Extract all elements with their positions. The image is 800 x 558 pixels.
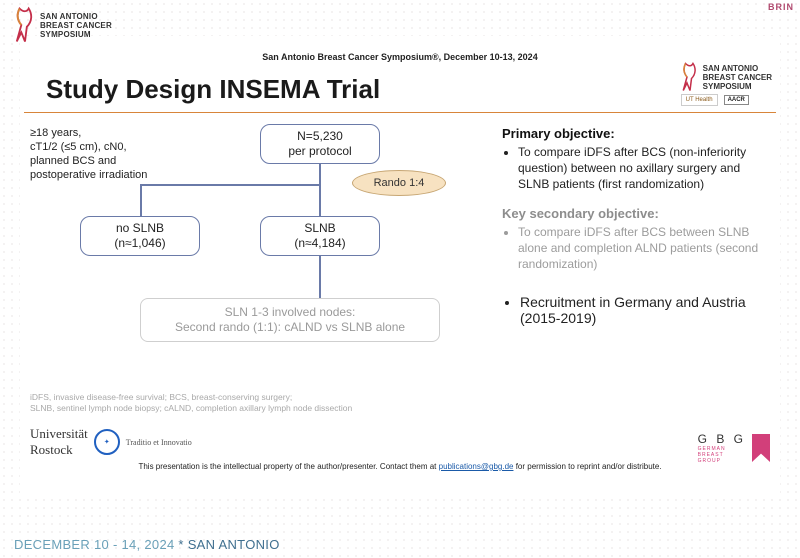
logo-line: SYMPOSIUM xyxy=(40,30,112,39)
flow-edge xyxy=(319,256,321,298)
flow-node-no-slnb: no SLNB (n≈1,046) xyxy=(80,216,200,256)
abbreviations: iDFS, invasive disease-free survival; BC… xyxy=(30,392,460,414)
university-name: Universität Rostock xyxy=(30,426,88,458)
logo-line: BREAST CANCER xyxy=(40,21,112,30)
logo-line: SYMPOSIUM xyxy=(703,82,772,91)
sponsor-badge-uthealth: UT Health xyxy=(681,94,718,106)
secondary-objective-item: To compare iDFS after BCS between SLNB a… xyxy=(518,224,772,272)
recruitment-block: Recruitment in Germany and Austria (2015… xyxy=(502,294,772,326)
inclusion-criteria: ≥18 years, cT1/2 (≤5 cm), cN0, planned B… xyxy=(30,126,160,182)
sponsor-logos: SAN ANTONIO BREAST CANCER SYMPOSIUM UT H… xyxy=(681,62,772,106)
event-logo-top-left: SAN ANTONIO BREAST CANCER SYMPOSIUM xyxy=(14,6,112,44)
slide-title: Study Design INSEMA Trial xyxy=(46,74,380,105)
objectives-panel: Primary objective: To compare iDFS after… xyxy=(502,126,772,340)
node-label: SLN 1-3 involved nodes: Second rando (1:… xyxy=(175,305,405,335)
flow-node-enrollment: N=5,230 per protocol xyxy=(260,124,380,164)
footer: DECEMBER 10 - 14, 2024 * SAN ANTONIO xyxy=(14,537,280,552)
university-logo: Universität Rostock ✦ Traditio et Innova… xyxy=(30,426,192,458)
logo-line: SAN ANTONIO xyxy=(40,12,112,21)
footer-city: SAN ANTONIO xyxy=(188,537,280,552)
event-logo-text: SAN ANTONIO BREAST CANCER SYMPOSIUM xyxy=(40,12,112,39)
disclaimer: This presentation is the intellectual pr… xyxy=(0,462,800,471)
divider xyxy=(24,112,776,113)
flow-node-second-rando: SLN 1-3 involved nodes: Second rando (1:… xyxy=(140,298,440,342)
sponsor-badge-aacr: AACR xyxy=(724,95,749,105)
ribbon-icon xyxy=(681,62,699,92)
footer-sep: * xyxy=(175,537,188,552)
node-label: SLNB (n≈4,184) xyxy=(294,221,345,251)
gbg-logo: G B G GERMAN BREAST GROUP xyxy=(698,432,770,464)
node-label: no SLNB (n≈1,046) xyxy=(114,221,165,251)
ribbon-icon xyxy=(14,6,36,44)
flow-edge xyxy=(140,184,142,216)
gbg-mark-icon xyxy=(752,434,770,462)
logo-line: BREAST CANCER xyxy=(703,73,772,82)
gbg-letters: G B G xyxy=(698,432,746,446)
primary-objective-header: Primary objective: xyxy=(502,126,772,142)
footer-dates: DECEMBER 10 - 14, 2024 xyxy=(14,537,175,552)
flow-edge xyxy=(319,164,321,184)
header-event-title: San Antonio Breast Cancer Symposium®, De… xyxy=(0,52,800,62)
node-label: N=5,230 per protocol xyxy=(288,129,351,159)
study-flowchart: N=5,230 per protocol Rando 1:4 no SLNB (… xyxy=(160,124,480,374)
flow-edge xyxy=(140,184,321,186)
primary-objective-item: To compare iDFS after BCS (non-inferiori… xyxy=(518,144,772,192)
disclaimer-post: for permission to reprint and/or distrib… xyxy=(513,462,661,471)
flow-rando-badge: Rando 1:4 xyxy=(352,170,446,196)
flow-node-slnb: SLNB (n≈4,184) xyxy=(260,216,380,256)
watermark: BRIN xyxy=(768,2,794,12)
disclaimer-pre: This presentation is the intellectual pr… xyxy=(138,462,438,471)
seal-icon: ✦ xyxy=(94,429,120,455)
secondary-objective-block: Key secondary objective: To compare iDFS… xyxy=(502,206,772,272)
secondary-objective-header: Key secondary objective: xyxy=(502,206,772,222)
disclaimer-email-link[interactable]: publications@gbg.de xyxy=(439,462,514,471)
node-label: Rando 1:4 xyxy=(374,177,425,189)
flow-edge xyxy=(319,184,321,216)
recruitment-item: Recruitment in Germany and Austria (2015… xyxy=(520,294,772,326)
university-motto: Traditio et Innovatio xyxy=(126,438,192,447)
logo-line: SAN ANTONIO xyxy=(703,64,772,73)
sponsor-symposium-text: SAN ANTONIO BREAST CANCER SYMPOSIUM xyxy=(703,64,772,91)
